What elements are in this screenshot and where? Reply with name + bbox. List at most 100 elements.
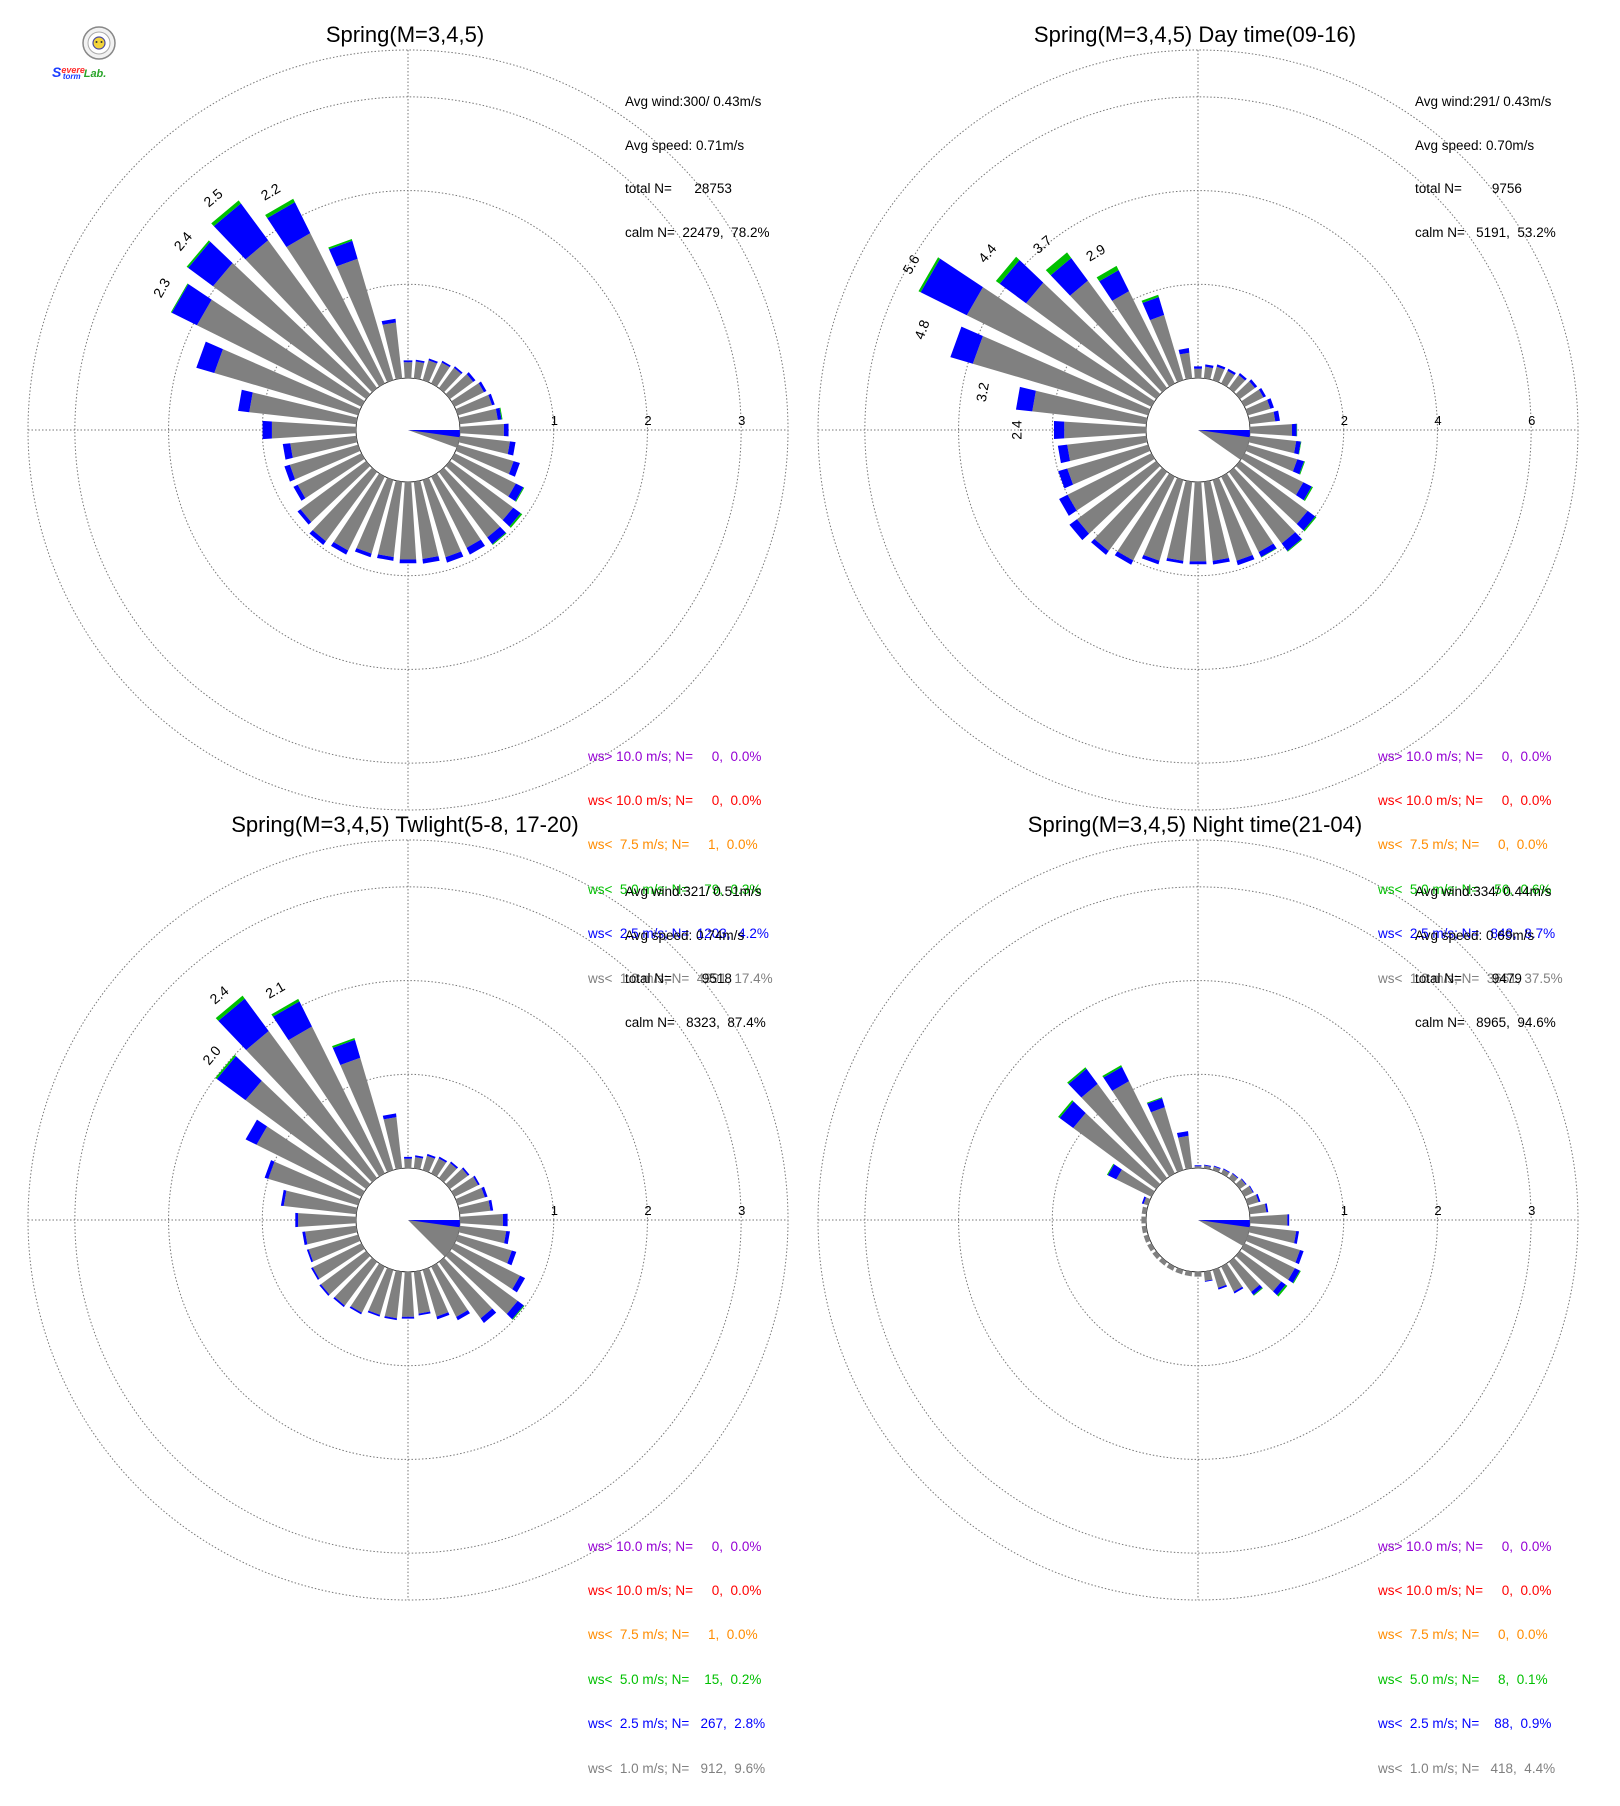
rose-bar-segment [1249,1204,1267,1214]
rose-bar-segment [1054,421,1064,439]
total-count-text: total N= 28753 [625,182,769,197]
rose-bar-segment [504,424,509,437]
ring-tick-label: 2 [1341,413,1348,428]
rose-bar-segment [460,424,504,436]
logo-letter-s1: S [52,64,61,80]
legend-lt5: ws< 5.0 m/s; N= 8, 0.1% [1378,1673,1555,1688]
speed-legend: ws> 10.0 m/s; N= 0, 0.0% ws< 10.0 m/s; N… [1378,1510,1555,1806]
rose-bar-segment [1250,1214,1287,1225]
rose-bar-segment [1250,424,1292,436]
rose-bar-segment [1195,1166,1202,1168]
logo-wordmark: SevereStorm Lab. [52,64,147,81]
avg-wind-text: Avg wind:334/ 0.44m/s [1415,885,1556,900]
rose-bar-segment [400,482,416,560]
legend-lt7_5: ws< 7.5 m/s; N= 1, 0.0% [588,1628,765,1643]
rose-bar-segment [404,1159,412,1168]
legend-gt10: ws> 10.0 m/s; N= 0, 0.0% [588,1540,765,1555]
ring-tick-label: 1 [551,413,558,428]
chart-title: Spring(M=3,4,5) Night time(21-04) [790,812,1600,838]
logo-word-torm: torm [63,72,81,81]
legend-lt5: ws< 5.0 m/s; N= 15, 0.2% [588,1673,765,1688]
logo-word-lab: Lab. [84,68,107,80]
rose-bar-segment [460,1214,503,1226]
rose-bar-segment [1213,367,1225,383]
bar-peak-label: 5.6 [899,252,923,277]
legend-lt2_5: ws< 2.5 m/s; N= 88, 0.9% [1378,1717,1555,1732]
bar-peak-label: 2.0 [199,1042,224,1067]
avg-speed-text: Avg speed: 0.71m/s [625,139,769,154]
rose-bar-segment [263,421,272,439]
rose-bar-segment [1190,482,1207,561]
bar-peak-label: 2.4 [206,982,231,1007]
bar-peak-label: 3.2 [973,381,992,403]
rose-bar-segment [1190,561,1207,564]
rose-bar-segment [1204,1271,1213,1281]
rose-bar-segment [1194,369,1202,378]
ring-tick-label: 2 [644,1203,651,1218]
wind-stats: Avg wind:291/ 0.43m/s Avg speed: 0.70m/s… [1415,66,1556,269]
rose-bar-segment [1194,1272,1201,1277]
ring-tick-label: 1 [551,1203,558,1218]
ring-tick-label: 4 [1434,413,1441,428]
avg-wind-text: Avg wind:300/ 0.43m/s [625,95,769,110]
bar-peak-label: 2.2 [258,180,283,204]
rose-bar-segment [414,1157,423,1169]
wind-stats: Avg wind:321/ 0.51m/s Avg speed: 0.74m/s… [625,856,766,1059]
avg-speed-text: Avg speed: 0.69m/s [1415,929,1556,944]
ring-tick-label: 6 [1528,413,1535,428]
rose-bar-segment [404,1157,412,1159]
ring-tick-label: 1 [1341,1203,1348,1218]
rose-bar-segment [1204,367,1213,380]
avg-wind-text: Avg wind:321/ 0.51m/s [625,885,766,900]
legend-gt10: ws> 10.0 m/s; N= 0, 0.0% [588,750,773,765]
speed-legend: ws> 10.0 m/s; N= 0, 0.0% ws< 10.0 m/s; N… [588,1510,765,1806]
rose-bar-segment [1141,1216,1146,1223]
bar-peak-label: 2.5 [200,185,225,210]
wind-rose-panel-night: 1 2 3 Spring(M=3,4,5) Night time(21-04) Av… [790,790,1600,1610]
ring-tick-label: 2 [644,413,651,428]
rose-bar-segment [402,1317,414,1319]
calm-count-text: calm N= 22479, 78.2% [625,226,769,241]
ring-tick-label: 3 [1528,1203,1535,1218]
rose-bar-segment [503,1214,508,1227]
ring-tick-label: 3 [738,413,745,428]
calm-count-text: calm N= 8323, 87.4% [625,1016,766,1031]
avg-speed-text: Avg speed: 0.70m/s [1415,139,1556,154]
legend-lt10: ws< 10.0 m/s; N= 0, 0.0% [588,1584,765,1599]
legend-lt1: ws< 1.0 m/s; N= 418, 4.4% [1378,1762,1555,1777]
avg-wind-text: Avg wind:291/ 0.43m/s [1415,95,1556,110]
legend-lt1: ws< 1.0 m/s; N= 912, 9.6% [588,1762,765,1777]
chart-title: Spring(M=3,4,5) Twlight(5-8, 17-20) [0,812,810,838]
rose-bar-segment [1194,366,1202,368]
severe-storm-lab-logo: SevereStorm Lab. [52,26,147,86]
rose-bar-segment [298,1213,356,1227]
avg-speed-text: Avg speed: 0.74m/s [625,929,766,944]
rose-bar-segment [1287,1214,1289,1225]
total-count-text: total N= 9479 [1415,972,1556,987]
rose-bar-segment [414,362,424,380]
total-count-text: total N= 9518 [625,972,766,987]
calm-count-text: calm N= 8965, 94.6% [1415,1016,1556,1031]
wind-stats: Avg wind:300/ 0.43m/s Avg speed: 0.71m/s… [625,66,769,269]
legend-gt10: ws> 10.0 m/s; N= 0, 0.0% [1378,1540,1555,1555]
chart-title: Spring(M=3,4,5) Day time(09-16) [790,22,1600,48]
legend-lt7_5: ws< 7.5 m/s; N= 0, 0.0% [1378,1628,1555,1643]
rose-bar-segment [1064,422,1146,439]
rose-bar-segment [295,1213,298,1227]
bar-peak-label: 4.4 [975,240,1000,265]
rose-bar-segment [1016,387,1036,411]
bar-peak-label: 2.3 [150,275,174,300]
total-count-text: total N= 9756 [1415,182,1556,197]
rose-bar-segment [400,560,417,564]
wind-stats: Avg wind:334/ 0.44m/s Avg speed: 0.69m/s… [1415,856,1556,1059]
legend-lt10: ws< 10.0 m/s; N= 0, 0.0% [1378,1584,1555,1599]
bar-peak-label: 2.9 [1083,241,1108,265]
bar-peak-label: 3.7 [1030,232,1055,257]
bar-peak-label: 2.1 [263,978,288,1002]
ring-tick-label: 2 [1434,1203,1441,1218]
bar-peak-label: 2.4 [1009,420,1025,440]
